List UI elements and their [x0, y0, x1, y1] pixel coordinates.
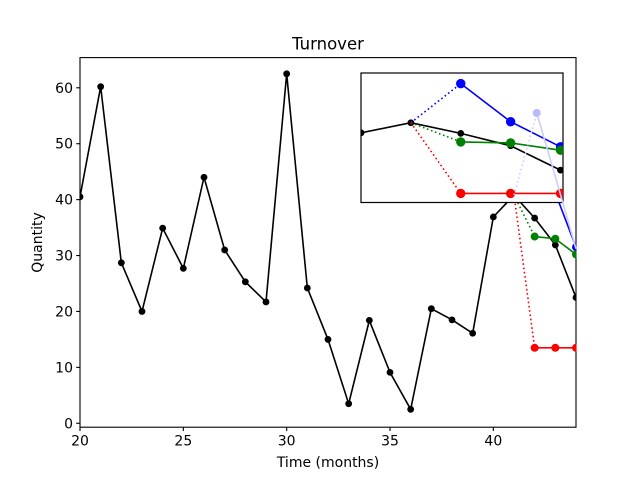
series-actual-marker [345, 400, 353, 408]
series-forecast-blue-connector-inset [410, 82, 462, 124]
series-forecast-green-marker-inset [505, 138, 516, 148]
main-axes-frame [79, 57, 577, 428]
series-actual-marker-inset [8, 216, 15, 223]
series-actual-marker [159, 224, 167, 232]
series-actual-marker [531, 214, 539, 222]
series-actual-marker-inset [557, 166, 563, 174]
series-actual-marker [489, 213, 497, 221]
series-actual-marker [262, 298, 270, 306]
series-actual-marker [386, 369, 394, 376]
series-forecast-green-marker [572, 250, 577, 259]
series-forecast-green-marker-inset [555, 145, 563, 155]
chart-title: Turnover [291, 35, 364, 54]
series-forecast-red-marker [551, 343, 560, 352]
series-forecast-red-marker [530, 343, 539, 352]
series-forecast-green-marker [530, 232, 539, 241]
series-forecast-faded-line [535, 112, 577, 250]
series-actual-marker [97, 83, 105, 91]
x-tick-label: 30 [278, 434, 296, 450]
series-actual-marker [407, 405, 415, 413]
series-actual-marker [551, 241, 559, 249]
series-actual-marker [117, 259, 125, 267]
x-tick-label: 40 [484, 434, 502, 450]
series-actual-marker [200, 173, 208, 181]
series-actual-marker [448, 316, 456, 324]
series-forecast-red-marker-inset [456, 188, 466, 199]
y-tick-label: 20 [55, 304, 73, 320]
series-forecast-green-connector-inset [410, 121, 462, 143]
y-tick-label: 30 [55, 249, 73, 265]
series-forecast-blue-marker-inset [456, 78, 466, 89]
series-forecast-green-inset [410, 121, 563, 155]
series-forecast-green-marker-inset [456, 137, 466, 147]
series-actual-marker [79, 193, 84, 201]
series-actual-marker-inset [158, 219, 165, 226]
series-actual-marker [324, 336, 332, 343]
series-actual-marker [241, 278, 249, 286]
series-actual-marker [221, 246, 229, 254]
series-actual-marker-inset [258, 177, 265, 184]
y-tick-label: 0 [64, 416, 73, 432]
series-actual-marker-inset [308, 183, 315, 190]
series-actual-marker-inset [457, 129, 465, 137]
y-tick-label: 60 [55, 81, 73, 97]
series-actual-marker [283, 70, 291, 78]
y-tick-label: 10 [55, 360, 73, 376]
series-forecast-red-marker-inset [505, 188, 516, 199]
series-actual-marker [365, 317, 373, 324]
series-actual-marker-inset [208, 172, 215, 179]
series-actual-marker [179, 265, 187, 272]
series-forecast-green-marker [551, 234, 560, 243]
series-forecast-faded-connector [513, 112, 538, 196]
series-actual-marker [427, 305, 435, 313]
series-actual-marker-inset [361, 129, 365, 137]
plot-area: 20 25 30 35 40 0 10 20 30 40 50 60 [8, 57, 577, 450]
series-forecast-red [513, 195, 577, 352]
series-actual-marker-inset [58, 177, 65, 184]
y-axis-label: Quantity [30, 212, 46, 273]
series-forecast-red-marker [572, 343, 577, 352]
series-actual-marker [572, 294, 577, 301]
series-forecast-blue-marker-inset [505, 116, 516, 127]
series-actual-marker [138, 308, 146, 315]
series-forecast-faded-marker [532, 108, 541, 117]
x-axis-label: Time (months) [276, 455, 379, 471]
series-forecast-red-connector-inset [410, 122, 462, 194]
series-forecast-faded [513, 108, 577, 250]
x-tick-label: 20 [71, 434, 89, 450]
series-actual-marker [469, 329, 477, 337]
x-tick-label: 25 [174, 434, 192, 450]
y-tick-label: 40 [55, 193, 73, 209]
series-forecast-green [513, 194, 577, 259]
series-actual-marker [303, 284, 311, 292]
x-tick-label: 35 [381, 434, 399, 450]
y-tick-label: 50 [55, 137, 73, 153]
series-forecast-red-inset [410, 122, 563, 199]
